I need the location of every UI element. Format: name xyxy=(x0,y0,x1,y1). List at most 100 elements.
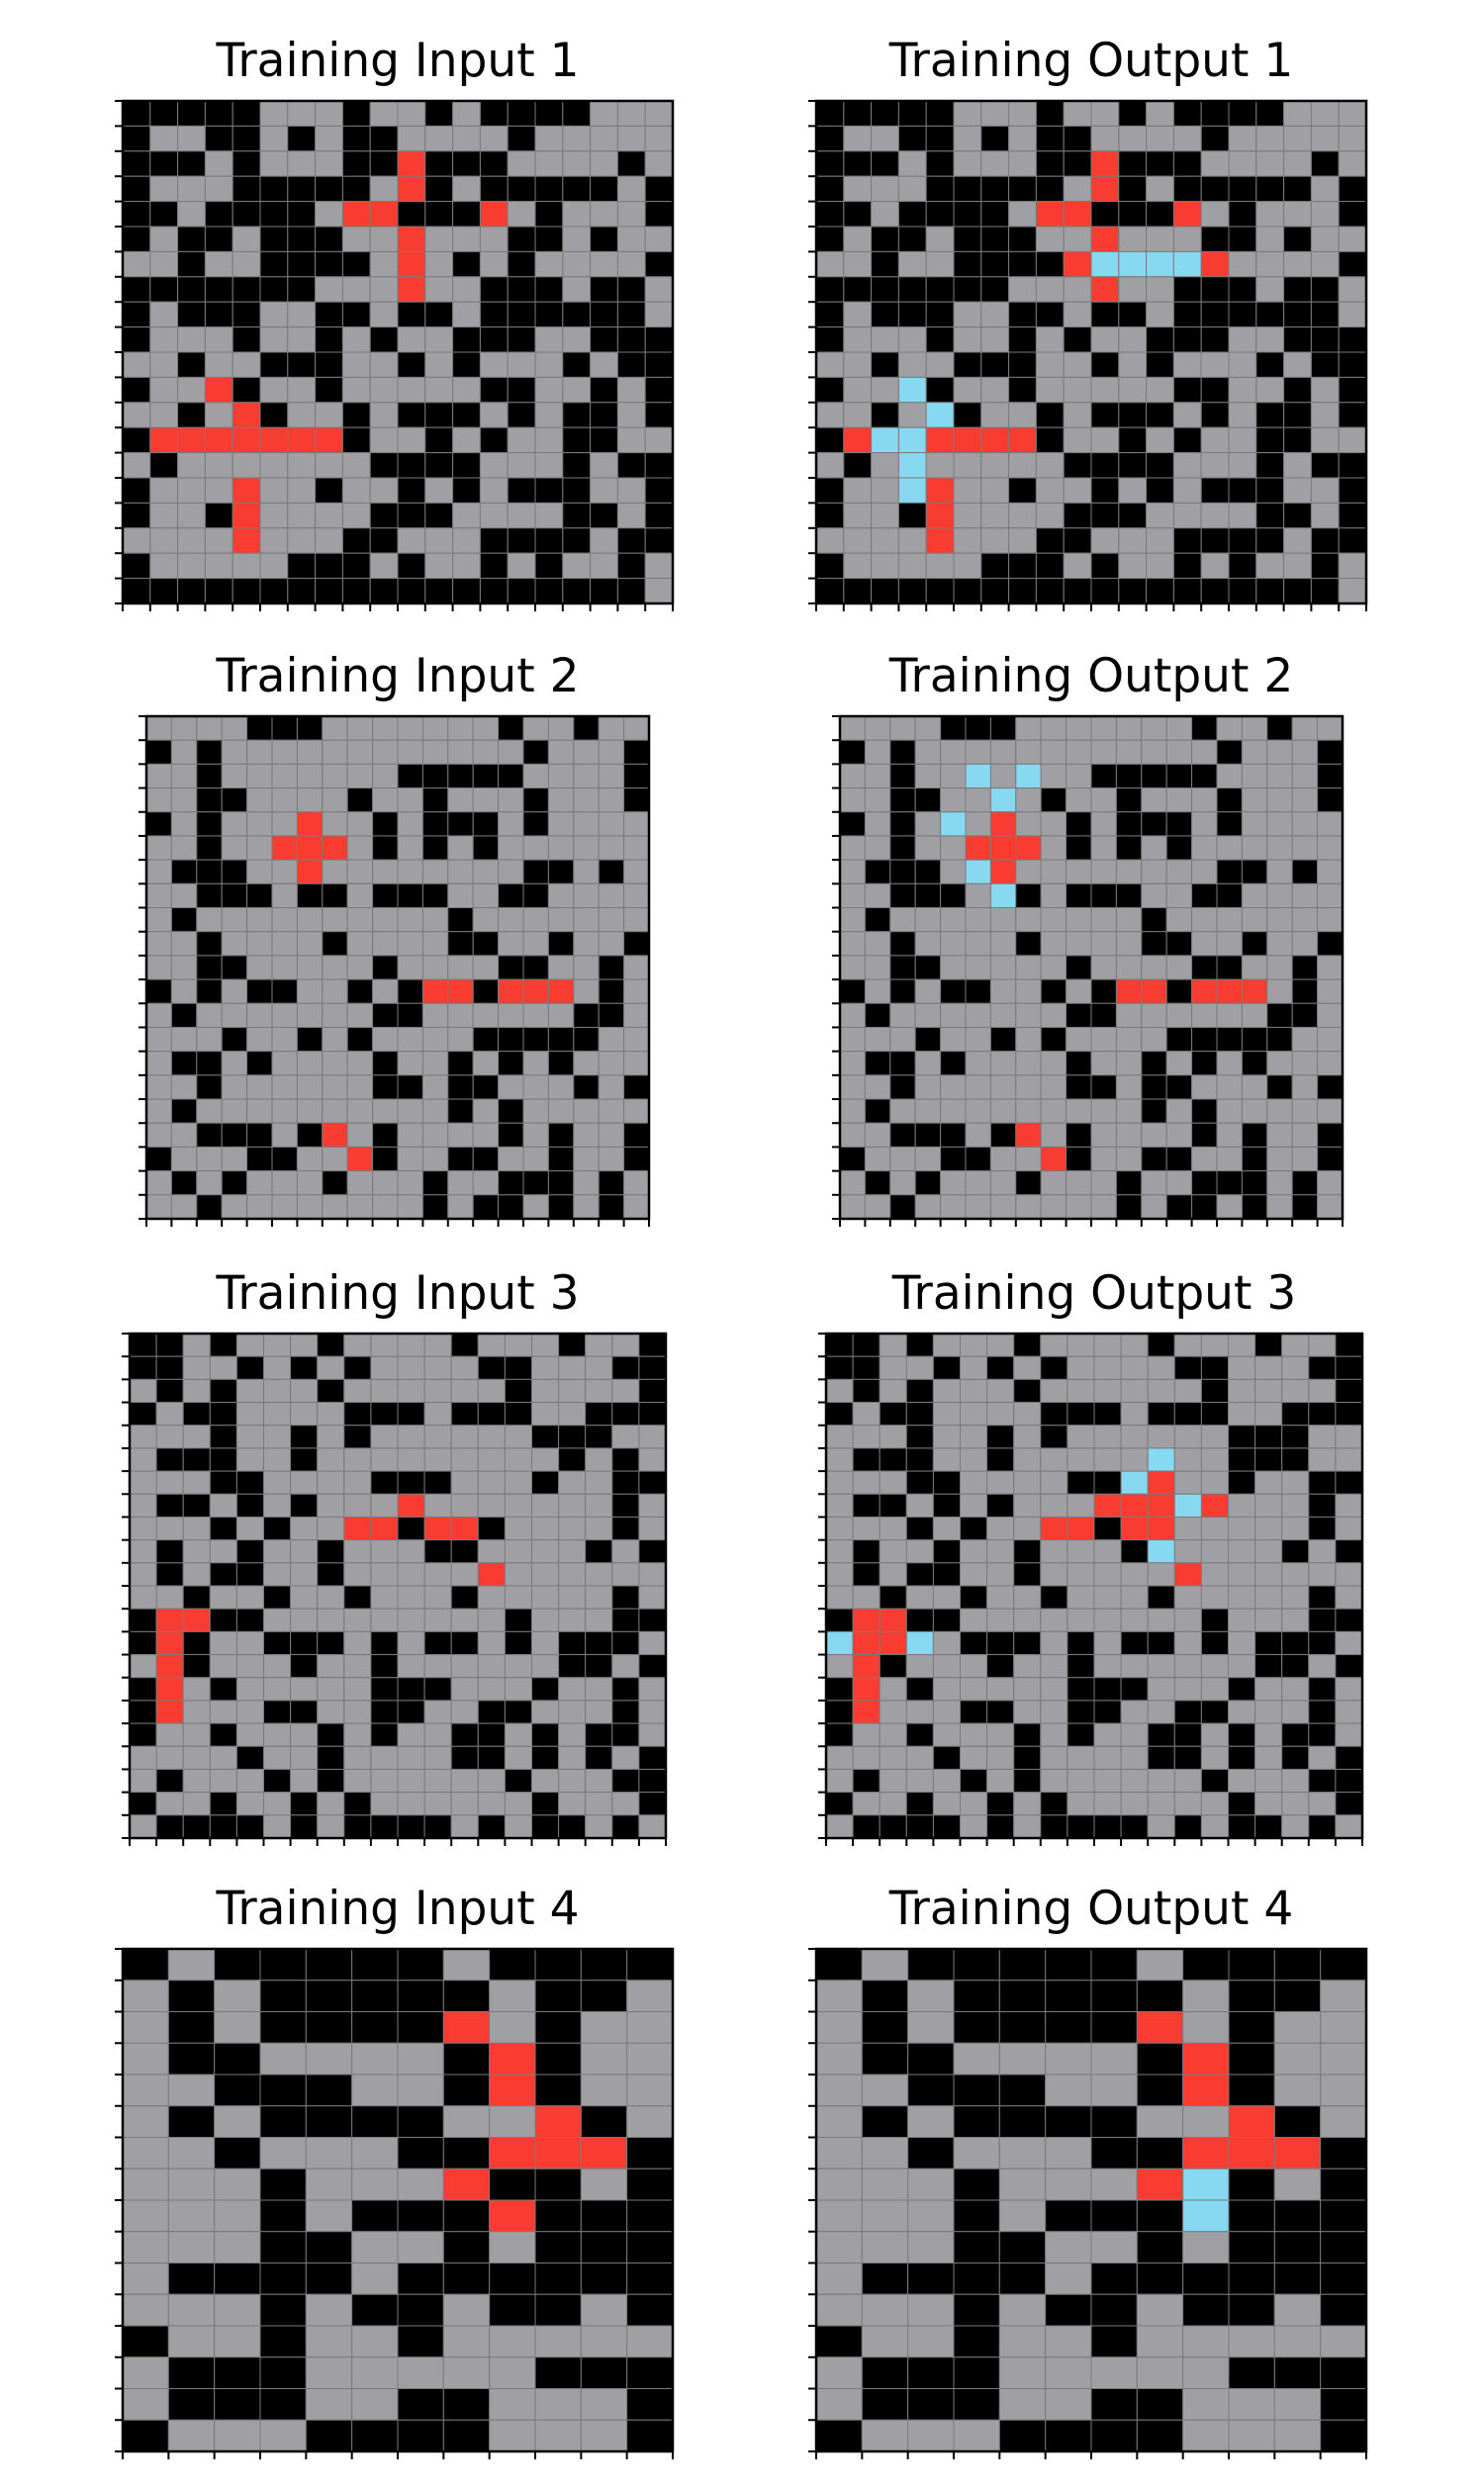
black-cell xyxy=(129,1608,157,1632)
black-cell xyxy=(871,351,899,378)
gray-cell xyxy=(196,715,223,741)
black-cell xyxy=(1120,1814,1149,1839)
gray-cell xyxy=(1120,1608,1149,1632)
black-cell xyxy=(322,882,348,909)
gray-cell xyxy=(1228,351,1257,378)
black-cell xyxy=(1090,552,1120,580)
black-cell xyxy=(889,1194,916,1220)
black-cell xyxy=(914,1170,942,1196)
gray-cell xyxy=(815,2011,863,2044)
gray-cell xyxy=(1067,1355,1095,1380)
gray-cell xyxy=(351,2231,399,2263)
gray-cell xyxy=(423,1333,452,1357)
black-cell xyxy=(290,1355,319,1380)
gray-cell xyxy=(598,739,625,765)
gray-cell xyxy=(965,1098,991,1124)
gray-cell xyxy=(1040,1745,1068,1770)
gray-cell xyxy=(623,715,650,741)
gray-cell xyxy=(129,1470,157,1495)
gray-cell xyxy=(1015,955,1042,980)
gray-cell xyxy=(170,955,198,980)
gray-cell xyxy=(562,125,592,152)
black-cell xyxy=(287,351,317,378)
gray-cell xyxy=(167,2168,216,2201)
black-cell xyxy=(1066,1074,1092,1100)
gray-cell xyxy=(960,1333,988,1357)
black-cell xyxy=(341,301,371,328)
gray-cell xyxy=(1266,978,1293,1004)
black-cell xyxy=(1291,859,1319,884)
gray-cell xyxy=(1254,1378,1283,1404)
gray-cell xyxy=(1066,715,1092,741)
gray-cell xyxy=(644,125,674,152)
black-cell xyxy=(897,100,927,127)
gray-cell xyxy=(447,1122,474,1148)
black-cell xyxy=(889,835,916,861)
black-cell xyxy=(287,175,317,203)
black-cell xyxy=(616,552,646,580)
gray-cell xyxy=(315,402,343,428)
black-cell xyxy=(998,2231,1047,2263)
gray-cell xyxy=(1320,1980,1367,2012)
gray-cell xyxy=(1266,1051,1293,1076)
gray-cell xyxy=(1308,1425,1337,1449)
gray-cell xyxy=(1200,1745,1229,1770)
gray-cell xyxy=(590,150,618,177)
gray-cell xyxy=(1165,955,1193,980)
gray-cell xyxy=(263,1470,292,1495)
black-cell xyxy=(590,578,618,604)
black-cell xyxy=(1008,578,1037,604)
black-cell xyxy=(825,1792,854,1816)
black-cell xyxy=(370,1470,399,1495)
gray-cell xyxy=(221,907,248,933)
black-cell xyxy=(472,1146,500,1172)
red-cell xyxy=(1090,175,1120,203)
black-cell xyxy=(1308,1402,1337,1427)
gray-cell xyxy=(1308,1447,1337,1472)
black-cell xyxy=(547,859,575,884)
gray-cell xyxy=(843,376,873,404)
gray-cell xyxy=(296,787,324,813)
gray-cell xyxy=(815,527,845,554)
red-cell xyxy=(1120,1493,1149,1518)
gray-cell xyxy=(864,1146,891,1172)
gray-cell xyxy=(1066,1026,1092,1053)
black-cell xyxy=(214,1948,261,1982)
black-cell xyxy=(1146,326,1174,353)
gray-cell xyxy=(897,175,927,203)
black-cell xyxy=(879,1493,907,1518)
black-cell xyxy=(960,1700,988,1724)
gray-cell xyxy=(296,907,324,933)
gray-cell xyxy=(879,1700,907,1724)
gray-cell xyxy=(534,452,564,479)
black-cell xyxy=(372,955,399,980)
grid-canvas xyxy=(122,1332,668,1846)
gray-cell xyxy=(145,1170,172,1196)
gray-cell xyxy=(1338,426,1367,454)
gray-cell xyxy=(214,2293,261,2327)
gray-cell xyxy=(522,1122,549,1148)
gray-cell xyxy=(914,763,942,789)
gray-cell xyxy=(1335,1493,1363,1518)
black-cell xyxy=(322,931,348,957)
gray-cell xyxy=(989,931,1017,957)
black-cell xyxy=(232,100,261,127)
black-cell xyxy=(616,326,646,353)
gray-cell xyxy=(343,1333,372,1357)
gray-cell xyxy=(623,811,650,837)
gray-cell xyxy=(504,1562,532,1587)
gray-cell xyxy=(558,1355,587,1380)
gray-cell xyxy=(369,351,399,378)
black-cell xyxy=(221,955,248,980)
black-cell xyxy=(423,1677,452,1702)
black-cell xyxy=(1118,201,1148,228)
red-cell xyxy=(547,978,575,1004)
gray-cell xyxy=(1165,715,1193,741)
black-cell xyxy=(1273,2231,1322,2263)
gray-cell xyxy=(263,1745,292,1770)
black-cell xyxy=(1266,715,1293,741)
black-cell xyxy=(1308,1677,1337,1702)
gray-cell xyxy=(852,1585,881,1610)
gray-cell xyxy=(1338,578,1367,604)
gray-cell xyxy=(585,1333,613,1357)
